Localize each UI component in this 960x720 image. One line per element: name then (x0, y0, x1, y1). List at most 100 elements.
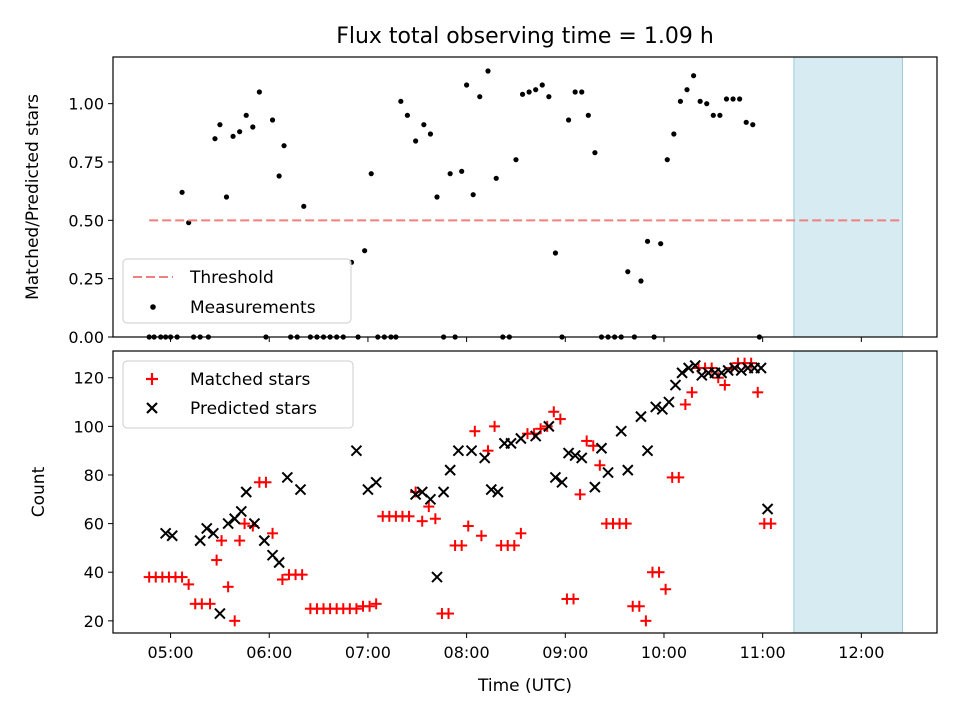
predicted-star-point (549, 471, 562, 484)
measurement-point (539, 82, 545, 88)
measurement-point (421, 122, 427, 128)
matched-star-point (660, 583, 672, 595)
matched-star-point (706, 362, 718, 374)
matched-star-point (429, 513, 441, 525)
predicted-star-point (444, 464, 456, 476)
predicted-star-point (248, 517, 261, 530)
predicted-star-point (194, 534, 206, 547)
measurement-point (281, 143, 287, 149)
measurement-point (237, 129, 243, 135)
predicted-star-point (722, 364, 734, 377)
predicted-star-point (452, 444, 465, 457)
measurement-point (470, 192, 476, 198)
predicted-star-point (201, 522, 213, 535)
measurement-point (301, 203, 307, 209)
predicted-star-point (650, 401, 662, 413)
measurement-point (592, 150, 598, 156)
matched-star-point (234, 535, 246, 547)
predicted-star-point (214, 607, 226, 620)
predicted-star-point (505, 437, 517, 450)
matched-star-point (222, 581, 234, 593)
matched-star-point (229, 615, 241, 627)
predicted-star-point (159, 527, 172, 540)
predicted-star-point (492, 486, 504, 498)
measurement-point (269, 117, 276, 123)
matched-star-point (594, 459, 606, 471)
measurement-point (464, 82, 470, 88)
ratio-panel: 0.00 0.25 0.50 0.75 1.00 Matched/Predicted s… (23, 56, 938, 347)
count-y-tick-label: 20 (84, 612, 104, 631)
measurement-point (579, 89, 585, 95)
predicted-star-point (622, 464, 634, 476)
matched-star-point (267, 527, 279, 539)
measurement-points (146, 68, 762, 340)
measurement-point (398, 98, 404, 104)
measurement-point (572, 89, 578, 95)
predicted-star-point (424, 493, 437, 506)
predicted-star-point (543, 420, 555, 433)
matched-star-point (443, 608, 455, 620)
predicted-star-point (669, 379, 682, 391)
predicted-star-point (696, 369, 708, 382)
predicted-star-point (663, 396, 675, 408)
legend-measurements-label: Measurements (190, 298, 316, 318)
matched-star-point (176, 571, 188, 583)
count-y-axis-label: Count (29, 466, 49, 517)
matched-star-point (416, 515, 428, 527)
predicted-star-point (350, 444, 363, 457)
measurement-point (625, 269, 631, 275)
matched-star-point (489, 420, 501, 432)
ratio-y-tick-label: 0.75 (68, 153, 104, 172)
measurement-point (186, 220, 192, 226)
predicted-stars-points (159, 359, 774, 620)
predicted-star-point (682, 362, 695, 374)
measurement-point (276, 173, 282, 179)
count-legend: Matched stars Predicted stars (122, 360, 354, 429)
predicted-star-point (635, 410, 647, 423)
predicted-star-point (409, 488, 422, 501)
predicted-star-point (529, 430, 542, 442)
predicted-star-point (715, 367, 728, 379)
measurement-point (684, 87, 690, 93)
matched-star-point (712, 372, 724, 384)
matched-star-point (653, 566, 665, 578)
matched-star-point (620, 518, 632, 530)
count-y-tick-label: 80 (84, 466, 104, 485)
measurement-point (513, 157, 519, 163)
measurement-point (447, 171, 453, 177)
predicted-star-point (465, 444, 478, 457)
matched-star-point (633, 600, 645, 612)
matched-star-point (469, 425, 481, 437)
measurement-point (664, 157, 670, 163)
measurement-point (413, 138, 419, 144)
measurement-point (704, 101, 710, 107)
measurement-point (250, 124, 256, 130)
measurement-point (552, 250, 559, 256)
x-tick-label: 09:00 (542, 643, 588, 662)
measurement-point (427, 131, 434, 137)
measurement-point (526, 89, 532, 95)
matched-star-point (364, 600, 376, 612)
predicted-star-point (761, 503, 774, 515)
predicted-star-point (478, 452, 491, 464)
matched-star-point (686, 386, 698, 398)
predicted-star-point (437, 486, 450, 498)
highlight-span-bottom (793, 350, 903, 634)
measurement-point (697, 98, 703, 104)
predicted-star-point (569, 449, 581, 462)
measurement-point (677, 98, 684, 104)
legend-matched-label: Matched stars (190, 370, 310, 390)
count-y-tick-label: 60 (84, 515, 104, 534)
legend-matched-swatch (146, 373, 158, 385)
count-y-tick-label: 40 (84, 563, 104, 582)
predicted-star-point (576, 452, 588, 464)
matched-star-point (752, 386, 764, 398)
measurement-point (671, 131, 677, 137)
matched-star-point (239, 518, 251, 530)
predicted-star-point (294, 483, 307, 496)
ratio-x-ticks (170, 337, 862, 342)
ratio-y-tick-label: 1.00 (68, 95, 104, 114)
measurement-point (638, 278, 644, 284)
predicted-star-point (222, 517, 234, 530)
